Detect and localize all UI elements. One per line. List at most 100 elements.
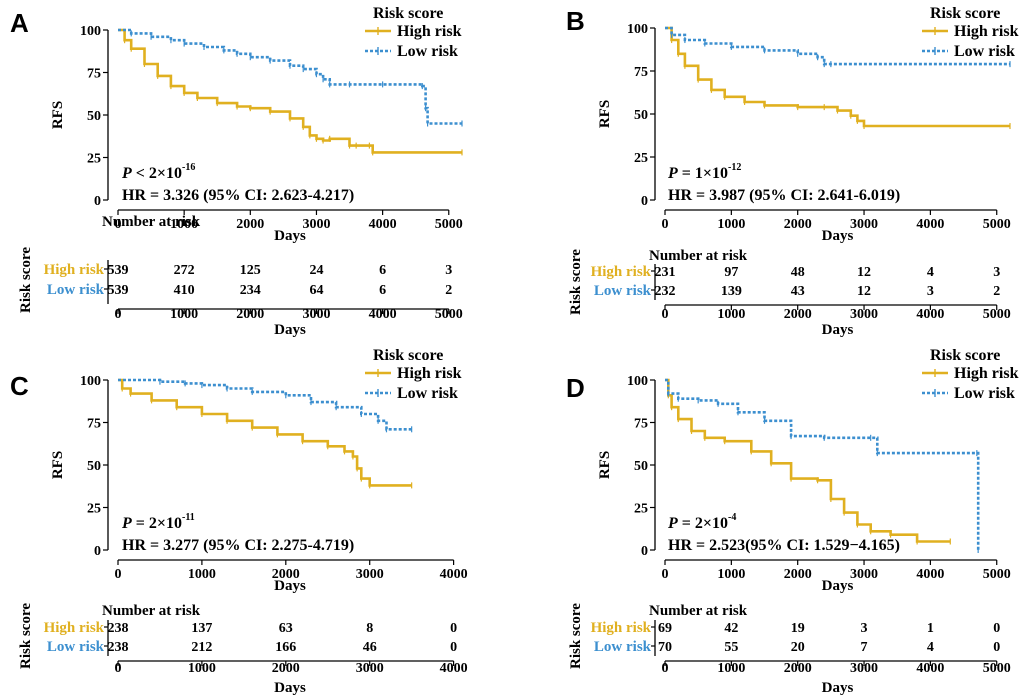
x-tick-label: 1000 (717, 567, 745, 582)
risk-count: 6 (379, 283, 386, 298)
y-tick-label: 50 (634, 459, 648, 474)
risk-count: 238 (108, 621, 129, 636)
risk-table-x-tick-label: 2000 (784, 307, 812, 322)
x-axis-title: Days (822, 228, 854, 244)
p-symbol: P (121, 515, 132, 532)
x-tick-label: 0 (115, 217, 122, 232)
risk-table-x-title: Days (274, 322, 306, 338)
risk-count: 212 (191, 640, 212, 655)
y-axis-title: RFS (50, 451, 66, 479)
p-symbol: P (667, 165, 678, 182)
risk-count: 1 (927, 621, 934, 636)
risk-count: 238 (108, 640, 129, 655)
risk-row-label-low: Low risk (47, 639, 105, 655)
y-tick-label: 100 (627, 22, 648, 37)
x-tick-label: 4000 (916, 217, 944, 232)
x-tick-label: 0 (662, 217, 669, 232)
risk-count: 234 (240, 283, 261, 298)
risk-table-x-tick-label: 0 (662, 307, 669, 322)
risk-row-label-high: High risk (591, 620, 652, 636)
risk-table-x-tick-label: 4000 (916, 307, 944, 322)
risk-table-header: Number at risk (102, 214, 201, 230)
risk-count: 272 (174, 263, 195, 278)
x-tick-label: 3000 (302, 217, 330, 232)
risk-row-label-low: Low risk (594, 283, 652, 299)
risk-table-x-tick-label: 4000 (440, 661, 468, 676)
risk-count: 4 (927, 265, 934, 280)
risk-count: 7 (861, 640, 868, 655)
risk-count: 0 (450, 621, 457, 636)
x-tick-label: 4000 (440, 567, 468, 582)
risk-table-header: Number at risk (649, 603, 748, 619)
risk-table-axis-title: Risk score (568, 603, 584, 669)
risk-row-label-low: Low risk (594, 639, 652, 655)
x-tick-label: 1000 (170, 217, 198, 232)
low-risk-curve (118, 378, 412, 431)
risk-count: 539 (108, 283, 129, 298)
x-tick-label: 5000 (435, 217, 463, 232)
legend-title: Risk score (373, 347, 443, 364)
risk-table-header: Number at risk (649, 248, 748, 264)
y-tick-label: 25 (87, 152, 101, 167)
risk-count: 166 (275, 640, 296, 655)
p-text: = 1×10 (678, 165, 728, 182)
p-value: P = 1×10-12 (667, 162, 741, 182)
risk-table-x-tick-label: 1000 (170, 307, 198, 322)
x-tick-label: 3000 (850, 217, 878, 232)
risk-table-x-tick-label: 1000 (717, 307, 745, 322)
x-tick-label: 2000 (236, 217, 264, 232)
p-symbol: P (667, 515, 678, 532)
y-tick-label: 0 (94, 194, 101, 209)
risk-table-x-tick-label: 3000 (302, 307, 330, 322)
y-tick-label: 75 (87, 417, 101, 432)
risk-count: 63 (279, 621, 293, 636)
risk-count: 4 (927, 640, 934, 655)
risk-table-axis-title: Risk score (568, 249, 584, 315)
y-tick-label: 50 (87, 459, 101, 474)
panel-letter: B (566, 6, 585, 36)
risk-count: 3 (861, 621, 868, 636)
p-text: < 2×10 (132, 165, 182, 182)
y-tick-label: 25 (87, 502, 101, 517)
risk-row-label-high: High risk (591, 264, 652, 280)
risk-table-x-tick-label: 5000 (435, 307, 463, 322)
risk-count: 232 (655, 284, 676, 299)
panel-b: B 0 25 50 75 100 RFS 0 1000 2000 3000 4000 5000 Days R… (566, 5, 1019, 338)
risk-count: 48 (791, 265, 805, 280)
risk-table-x-title: Days (822, 680, 854, 696)
risk-row-label-high: High risk (44, 620, 105, 636)
legend-low-label: Low risk (954, 43, 1015, 60)
risk-count: 0 (993, 640, 1000, 655)
x-axis-title: Days (274, 578, 306, 594)
x-tick-label: 2000 (784, 567, 812, 582)
risk-table-x-tick-label: 4000 (916, 661, 944, 676)
p-text: = 2×10 (678, 515, 728, 532)
risk-count: 19 (791, 621, 805, 636)
y-tick-label: 50 (87, 109, 101, 124)
risk-table-x-tick-label: 5000 (983, 307, 1011, 322)
risk-row-label-high: High risk (44, 262, 105, 278)
hazard-ratio: HR = 2.523(95% CI: 1.529−4.165) (668, 537, 900, 554)
x-tick-label: 5000 (983, 567, 1011, 582)
x-tick-label: 1000 (717, 217, 745, 232)
risk-count: 539 (108, 263, 129, 278)
risk-count: 125 (240, 263, 261, 278)
y-tick-label: 0 (641, 544, 648, 559)
risk-count: 43 (791, 284, 805, 299)
x-tick-label: 3000 (356, 567, 384, 582)
risk-count: 24 (309, 263, 323, 278)
low-risk-curve (118, 28, 462, 125)
y-tick-label: 0 (641, 194, 648, 209)
x-tick-label: 0 (115, 567, 122, 582)
x-tick-label: 1000 (188, 567, 216, 582)
p-value: P < 2×10-16 (121, 162, 195, 182)
risk-count: 70 (658, 640, 672, 655)
risk-count: 2 (445, 283, 452, 298)
risk-count: 0 (450, 640, 457, 655)
high-risk-curve (118, 28, 462, 154)
risk-count: 8 (366, 621, 373, 636)
legend-title: Risk score (930, 347, 1000, 364)
y-axis-title: RFS (597, 100, 613, 128)
y-tick-label: 100 (80, 374, 101, 389)
